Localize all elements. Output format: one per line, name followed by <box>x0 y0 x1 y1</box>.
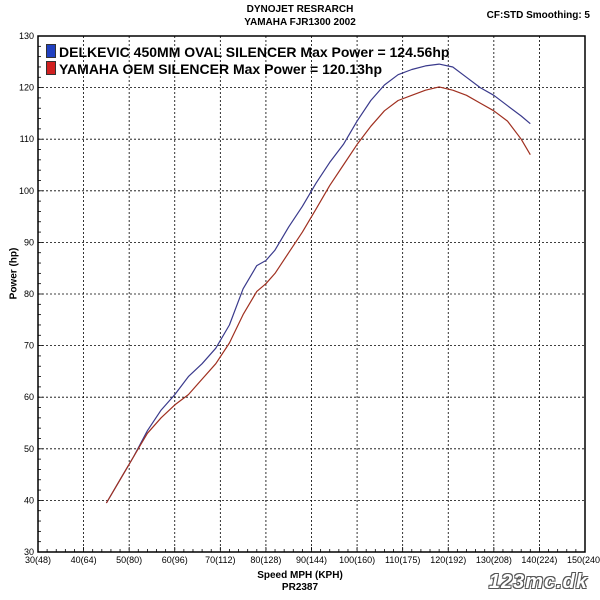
y-tick-label: 100 <box>19 186 34 196</box>
y-tick-label: 50 <box>24 444 34 454</box>
x-tick-label: 110(175) <box>385 555 420 565</box>
x-tick-label: 90(144) <box>296 555 327 565</box>
tick-labels: 30(48) 40(64) 50(80) 60(96) 70(112) 80(128) 90… <box>19 31 600 565</box>
y-tick-label: 60 <box>24 392 34 402</box>
dyno-settings-label: CF:STD Smoothing: 5 <box>486 10 590 21</box>
legend-swatch-blue <box>46 44 56 58</box>
legend-item-delkevic: DELKEVIC 450MM OVAL SILENCER Max Power =… <box>46 44 449 60</box>
x-axis-label: Speed MPH (KPH) <box>257 570 343 581</box>
x-tick-label: 50(80) <box>116 555 142 565</box>
y-tick-label: 90 <box>24 237 34 247</box>
x-tick-label: 100(160) <box>339 555 375 565</box>
x-tick-label: 150(240) <box>567 555 600 565</box>
x-tick-label: 40(64) <box>71 555 97 565</box>
run-id: PR2387 <box>281 582 319 593</box>
legend-swatch-red <box>46 61 56 75</box>
x-tick-label: 70(112) <box>205 555 235 565</box>
plot-frame <box>37 35 586 553</box>
watermark-logo: 123mc.dk <box>488 571 588 593</box>
y-tick-label: 110 <box>20 134 34 144</box>
y-tick-label: 120 <box>19 83 34 93</box>
y-tick-label: 40 <box>24 495 34 505</box>
series-line-delkevic <box>105 63 531 504</box>
series-line-yamaha-oem <box>105 86 531 504</box>
x-tick-label: 130(208) <box>476 555 512 565</box>
x-tick-label: 140(224) <box>521 555 557 565</box>
x-tick-label: 60(96) <box>162 555 188 565</box>
legend-item-yamaha: YAMAHA OEM SILENCER Max Power = 120.13hp <box>46 61 382 77</box>
y-axis-label: Power (hp) <box>8 247 20 300</box>
y-tick-label: 70 <box>24 341 34 351</box>
chart-subtitle: YAMAHA FJR1300 2002 <box>244 17 356 28</box>
x-tick-label: 120(192) <box>430 555 466 565</box>
y-tick-label: 30 <box>24 547 34 557</box>
series-lines <box>105 63 531 504</box>
x-tick-label: 80(128) <box>250 555 281 565</box>
legend-label-yamaha: YAMAHA OEM SILENCER Max Power = 120.13hp <box>59 61 382 77</box>
legend-label-delkevic: DELKEVIC 450MM OVAL SILENCER Max Power =… <box>59 44 450 60</box>
x-tick-label: 30(48) <box>25 555 51 565</box>
y-tick-label: 130 <box>19 31 34 41</box>
y-tick-label: 80 <box>24 289 34 299</box>
chart-title: DYNOJET RESRARCH <box>246 4 354 15</box>
